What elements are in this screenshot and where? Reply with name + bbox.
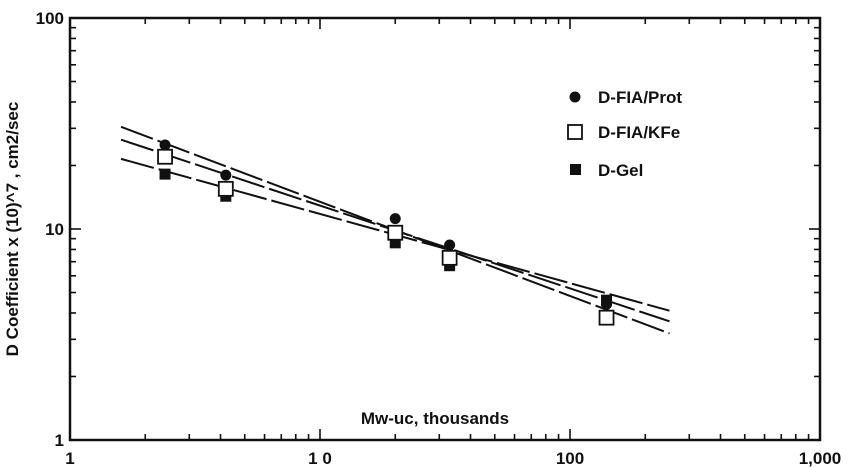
data-point [387, 224, 404, 241]
legend-marker-d-fia-kfe [567, 124, 583, 140]
data-point [444, 239, 456, 251]
legend-label-d-fia-kfe: D-FIA/KFe [598, 123, 680, 142]
axis-tick-labels: 1 1 0 100 1,000 1 10 100 [36, 9, 842, 467]
data-point [441, 249, 458, 266]
y-tick-label: 1 [55, 431, 64, 450]
legend: D-FIA/Prot D-FIA/KFe D-Gel [567, 88, 682, 180]
legend-marker-d-gel [570, 164, 581, 175]
legend-label-d-fia-prot: D-FIA/Prot [598, 88, 682, 107]
data-point [598, 309, 615, 326]
data-point [159, 168, 171, 180]
data-point [389, 213, 401, 225]
data-point [217, 180, 234, 197]
x-tick-label: 1 0 [308, 449, 332, 467]
x-tick-label: 100 [556, 449, 584, 467]
y-axis-label: D Coefficient x (10)^7 , cm2/sec [3, 102, 22, 357]
data-point [157, 148, 173, 165]
axis-ticks [69, 18, 820, 441]
data-point [601, 298, 613, 310]
x-tick-label: 1 [65, 449, 74, 467]
data-point [389, 237, 401, 249]
y-tick-label: 10 [45, 220, 64, 239]
x-axis-label: Mw-uc, thousands [361, 409, 509, 428]
data-points [157, 139, 615, 326]
data-point [220, 169, 232, 181]
data-point [159, 139, 171, 151]
x-tick-label: 1,000 [799, 449, 842, 467]
legend-marker-d-fia-prot [569, 91, 581, 103]
y-tick-label: 100 [36, 9, 64, 28]
legend-label-d-gel: D-Gel [598, 161, 643, 180]
plot-frame [68, 16, 822, 442]
